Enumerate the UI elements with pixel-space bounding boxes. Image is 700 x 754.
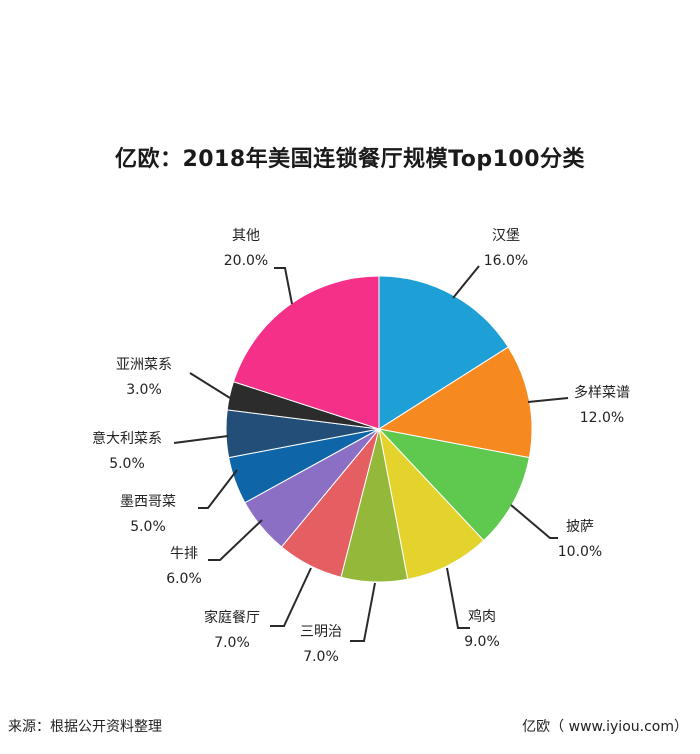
slice-value-label: 16.0%	[484, 253, 528, 269]
slice-value-label: 5.0%	[130, 519, 166, 535]
source-note: 来源：根据公开资料整理	[8, 719, 162, 735]
slice-label: 其他	[232, 228, 260, 244]
slice-value-label: 12.0%	[580, 410, 624, 426]
slice-label: 多样菜谱	[574, 384, 630, 401]
pie-slice-2	[377, 346, 533, 459]
pie-slice-1	[378, 275, 509, 430]
leader-line-1	[452, 265, 480, 299]
brand-note: 亿欧（ www.iyiou.com）	[522, 719, 688, 735]
slice-label: 披萨	[566, 519, 594, 535]
slice-value-label: 5.0%	[109, 456, 145, 472]
leader-line-3	[510, 504, 558, 539]
slice-label: 亚洲菜系	[116, 357, 172, 373]
leader-line-2	[527, 397, 569, 403]
chart-title: 亿欧：2018年美国连锁餐厅规模Top100分类	[114, 147, 586, 172]
slice-label: 意大利菜系	[92, 430, 162, 447]
slice-label: 家庭餐厅	[204, 609, 260, 626]
leader-line-9	[173, 435, 229, 444]
slice-value-label: 6.0%	[166, 571, 202, 587]
slice-value-label: 3.0%	[126, 382, 162, 398]
slice-label: 汉堡	[492, 228, 520, 244]
pie-slice-4	[378, 427, 485, 580]
pie-slice-3	[377, 428, 530, 542]
slice-label: 牛排	[170, 546, 198, 562]
slice-label: 三明治	[300, 624, 342, 640]
leader-line-10	[189, 372, 231, 399]
leader-line-11	[274, 267, 293, 305]
slice-label: 鸡肉	[468, 608, 496, 625]
pie-slice-11	[232, 275, 380, 430]
leader-line-8	[198, 469, 238, 509]
leader-line-6	[270, 567, 312, 627]
slice-label: 墨西哥菜	[120, 494, 176, 510]
leader-line-4	[446, 567, 470, 629]
slice-value-label: 7.0%	[214, 635, 250, 651]
slice-value-label: 20.0%	[224, 253, 268, 269]
slice-value-label: 7.0%	[303, 649, 339, 665]
leader-line-7	[208, 519, 263, 561]
slice-value-label: 10.0%	[558, 544, 602, 560]
leader-line-5	[350, 582, 376, 642]
slice-value-label: 9.0%	[464, 634, 500, 650]
